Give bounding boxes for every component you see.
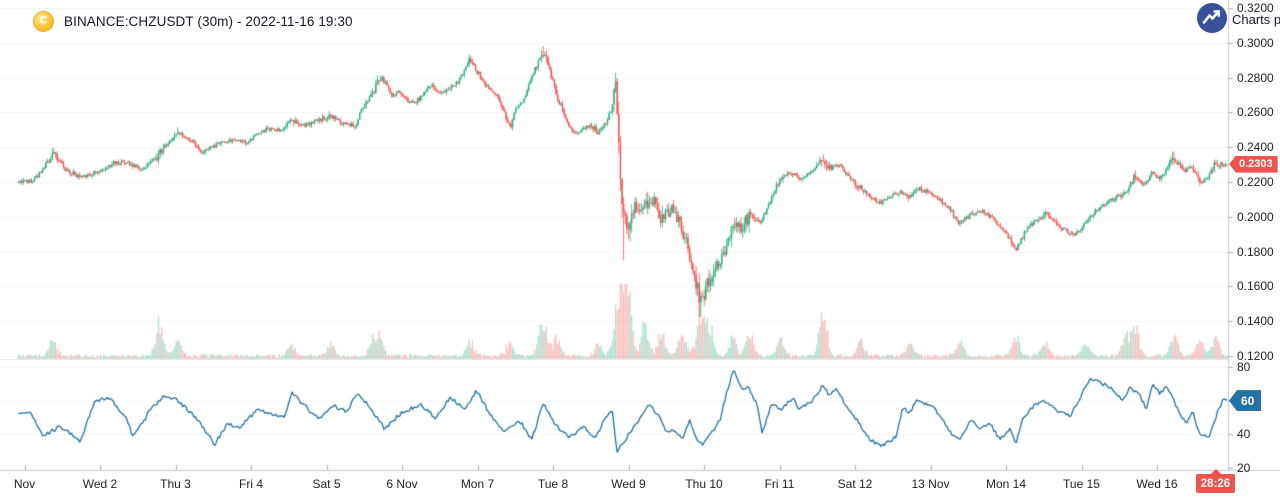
time-tick-label: 6 Nov [386, 477, 418, 491]
countdown-text: 28:26 [1200, 477, 1231, 490]
rsi-tick-label: 40 [1237, 427, 1251, 442]
price-tick-label: 0.3200 [1237, 1, 1274, 15]
time-tick-label: Tue 15 [1063, 477, 1100, 491]
price-tick-label: 0.2400 [1237, 140, 1274, 155]
symbol-title[interactable]: BINANCE:CHZUSDT (30m) - 2022-11-16 19:30 [64, 14, 353, 29]
tradingview-logo-icon[interactable] [1197, 3, 1227, 33]
charts-attribution-link[interactable]: Charts p [1232, 12, 1280, 27]
price-tick-label: 0.1800 [1237, 244, 1274, 259]
price-tick-label: 0.2000 [1237, 209, 1274, 224]
time-tick-label: Tue 8 [537, 477, 569, 491]
price-tick-label: 0.1600 [1237, 279, 1274, 294]
rsi-tick-label: 20 [1237, 461, 1251, 475]
rsi-tick-label: 80 [1237, 360, 1251, 374]
coin-letter: C [39, 14, 48, 27]
time-tick-label: Mon 7 [460, 477, 495, 491]
symbol-header: C BINANCE:CHZUSDT (30m) - 2022-11-16 19:… [33, 11, 353, 32]
time-tick-label: Thu 3 [160, 477, 191, 491]
price-tick-label: 0.1400 [1237, 314, 1274, 329]
time-tick-label: Fri 4 [239, 477, 263, 491]
price-tick-label: 0.2200 [1237, 175, 1274, 189]
time-tick-label: Fri 11 [764, 477, 795, 491]
bar-countdown-badge: 28:26 [1196, 469, 1235, 493]
time-tick-label: Wed 9 [611, 477, 646, 491]
time-tick-label: Sat 12 [837, 477, 873, 491]
time-tick-label: Mon 14 [985, 477, 1027, 491]
price-tick-label: 0.1200 [1237, 349, 1274, 363]
time-tick-label: Sat 5 [312, 477, 341, 491]
last-price-badge: 0.2303 [1229, 155, 1278, 173]
price-tick-label: 0.2800 [1237, 70, 1274, 85]
price-tick-label: 0.3000 [1237, 35, 1274, 50]
rsi-value-badge: 60 [1229, 390, 1262, 412]
time-tick-label: 13 Nov [911, 477, 950, 491]
time-tick-label: Nov [13, 477, 36, 491]
time-tick-label: Wed 2 [82, 477, 118, 491]
chiliz-coin-icon: C [33, 11, 54, 32]
countdown-arrow-icon [1210, 469, 1221, 474]
time-tick-label: Wed 16 [1136, 477, 1178, 491]
time-tick-label: Thu 10 [685, 477, 723, 491]
price-tick-label: 0.2600 [1237, 105, 1274, 120]
